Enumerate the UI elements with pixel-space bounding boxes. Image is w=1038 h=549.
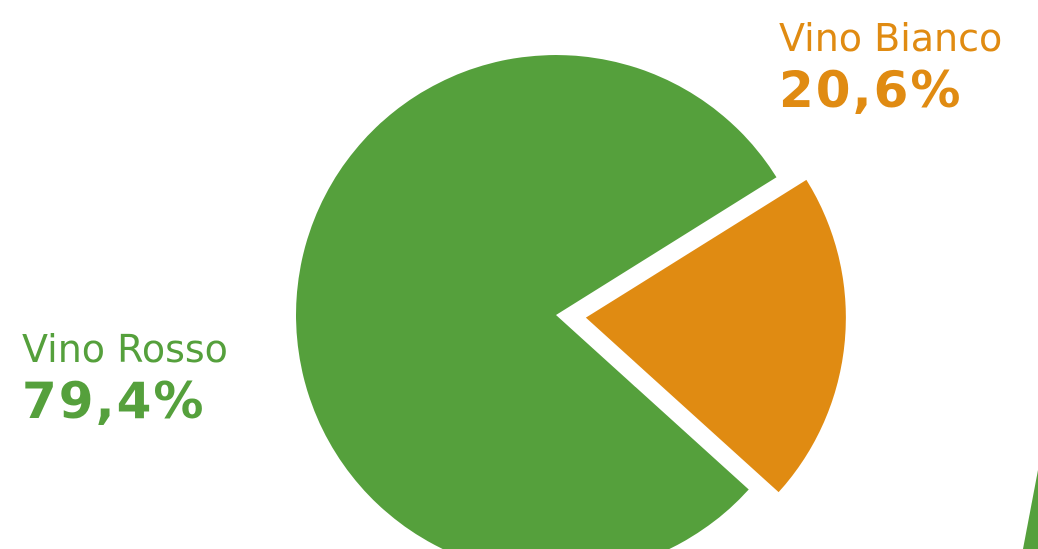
slice-name-vino-bianco: Vino Bianco [779, 16, 1003, 60]
pie-slice-vino-bianco [585, 179, 846, 493]
slice-name-vino-rosso: Vino Rosso [22, 327, 228, 371]
partial-slice-edge-decoration [1023, 470, 1038, 549]
pie-slice-vino-rosso [296, 55, 777, 549]
pie-slices [296, 55, 846, 549]
slice-label-vino-rosso: Vino Rosso 79,4% [22, 330, 228, 426]
slice-percent-vino-rosso: 79,4% [22, 372, 206, 430]
slice-percent-vino-bianco: 20,6% [779, 61, 963, 119]
slice-label-vino-bianco: Vino Bianco 20,6% [779, 19, 1002, 115]
